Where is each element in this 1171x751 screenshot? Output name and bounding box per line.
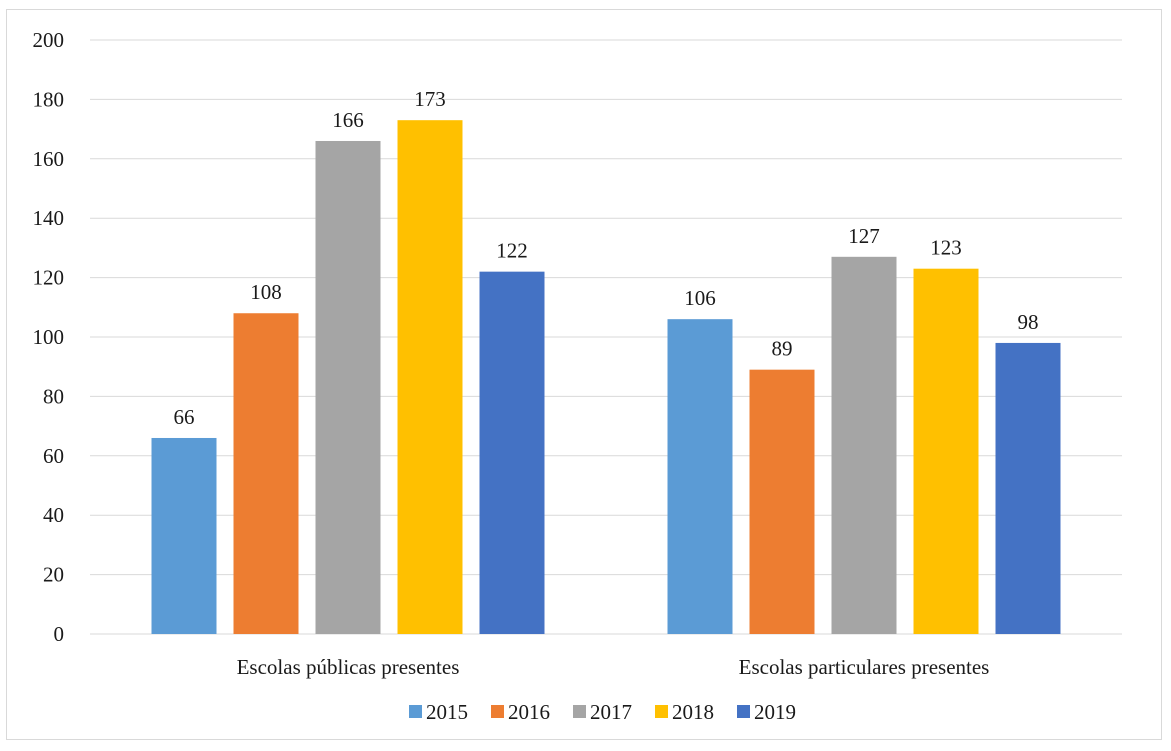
bar-2017-cat0 (315, 140, 381, 635)
legend-swatch-2018 (655, 705, 668, 718)
bar-2019-cat1 (995, 342, 1061, 634)
data-label-2019-cat1: 98 (1018, 310, 1039, 334)
legend: 2015 2016 2017 2018 2019 (409, 700, 796, 724)
y-tick-label-20: 20 (43, 563, 64, 587)
legend-swatch-2016 (491, 705, 504, 718)
data-label-2016-cat1: 89 (772, 337, 793, 361)
legend-label-2017: 2017 (590, 700, 632, 724)
y-tick-label-0: 0 (54, 622, 65, 646)
bar-2018-cat1 (913, 268, 979, 634)
x-axis-category-labels: Escolas públicas presentes Escolas partic… (237, 655, 990, 679)
bar-2019-cat0 (479, 271, 545, 634)
data-label-2017-cat0: 166 (332, 108, 364, 132)
data-label-2018-cat0: 173 (414, 87, 446, 111)
data-labels: 66 108 166 173 122 106 89 127 123 98 (174, 87, 1039, 429)
data-label-2018-cat1: 123 (930, 236, 962, 260)
bar-2017-cat1 (831, 256, 897, 634)
x-category-label-0: Escolas públicas presentes (237, 655, 460, 679)
legend-swatch-2015 (409, 705, 422, 718)
data-label-2015-cat0: 66 (174, 405, 195, 429)
data-label-2017-cat1: 127 (848, 224, 880, 248)
y-axis-tick-labels: 0 20 40 60 80 100 120 140 160 180 200 (33, 28, 65, 646)
data-label-2015-cat1: 106 (684, 286, 716, 310)
y-tick-label-180: 180 (33, 87, 65, 111)
legend-label-2019: 2019 (754, 700, 796, 724)
y-tick-label-120: 120 (33, 266, 65, 290)
legend-label-2018: 2018 (672, 700, 714, 724)
bar-2018-cat0 (397, 120, 463, 634)
bars (151, 120, 1061, 635)
y-tick-label-100: 100 (33, 325, 65, 349)
y-tick-label-80: 80 (43, 384, 64, 408)
bar-2015-cat1 (667, 319, 733, 634)
legend-label-2015: 2015 (426, 700, 468, 724)
data-label-2016-cat0: 108 (250, 280, 282, 304)
legend-swatch-2019 (737, 705, 750, 718)
y-tick-label-160: 160 (33, 147, 65, 171)
y-tick-label-200: 200 (33, 28, 65, 52)
x-category-label-1: Escolas particulares presentes (739, 655, 990, 679)
legend-label-2016: 2016 (508, 700, 550, 724)
y-tick-label-140: 140 (33, 206, 65, 230)
legend-swatch-2017 (573, 705, 586, 718)
y-tick-label-40: 40 (43, 503, 64, 527)
data-label-2019-cat0: 122 (496, 239, 528, 263)
bar-2015-cat0 (151, 437, 217, 634)
bar-2016-cat0 (233, 313, 299, 634)
y-tick-label-60: 60 (43, 444, 64, 468)
bar-2016-cat1 (749, 369, 815, 634)
